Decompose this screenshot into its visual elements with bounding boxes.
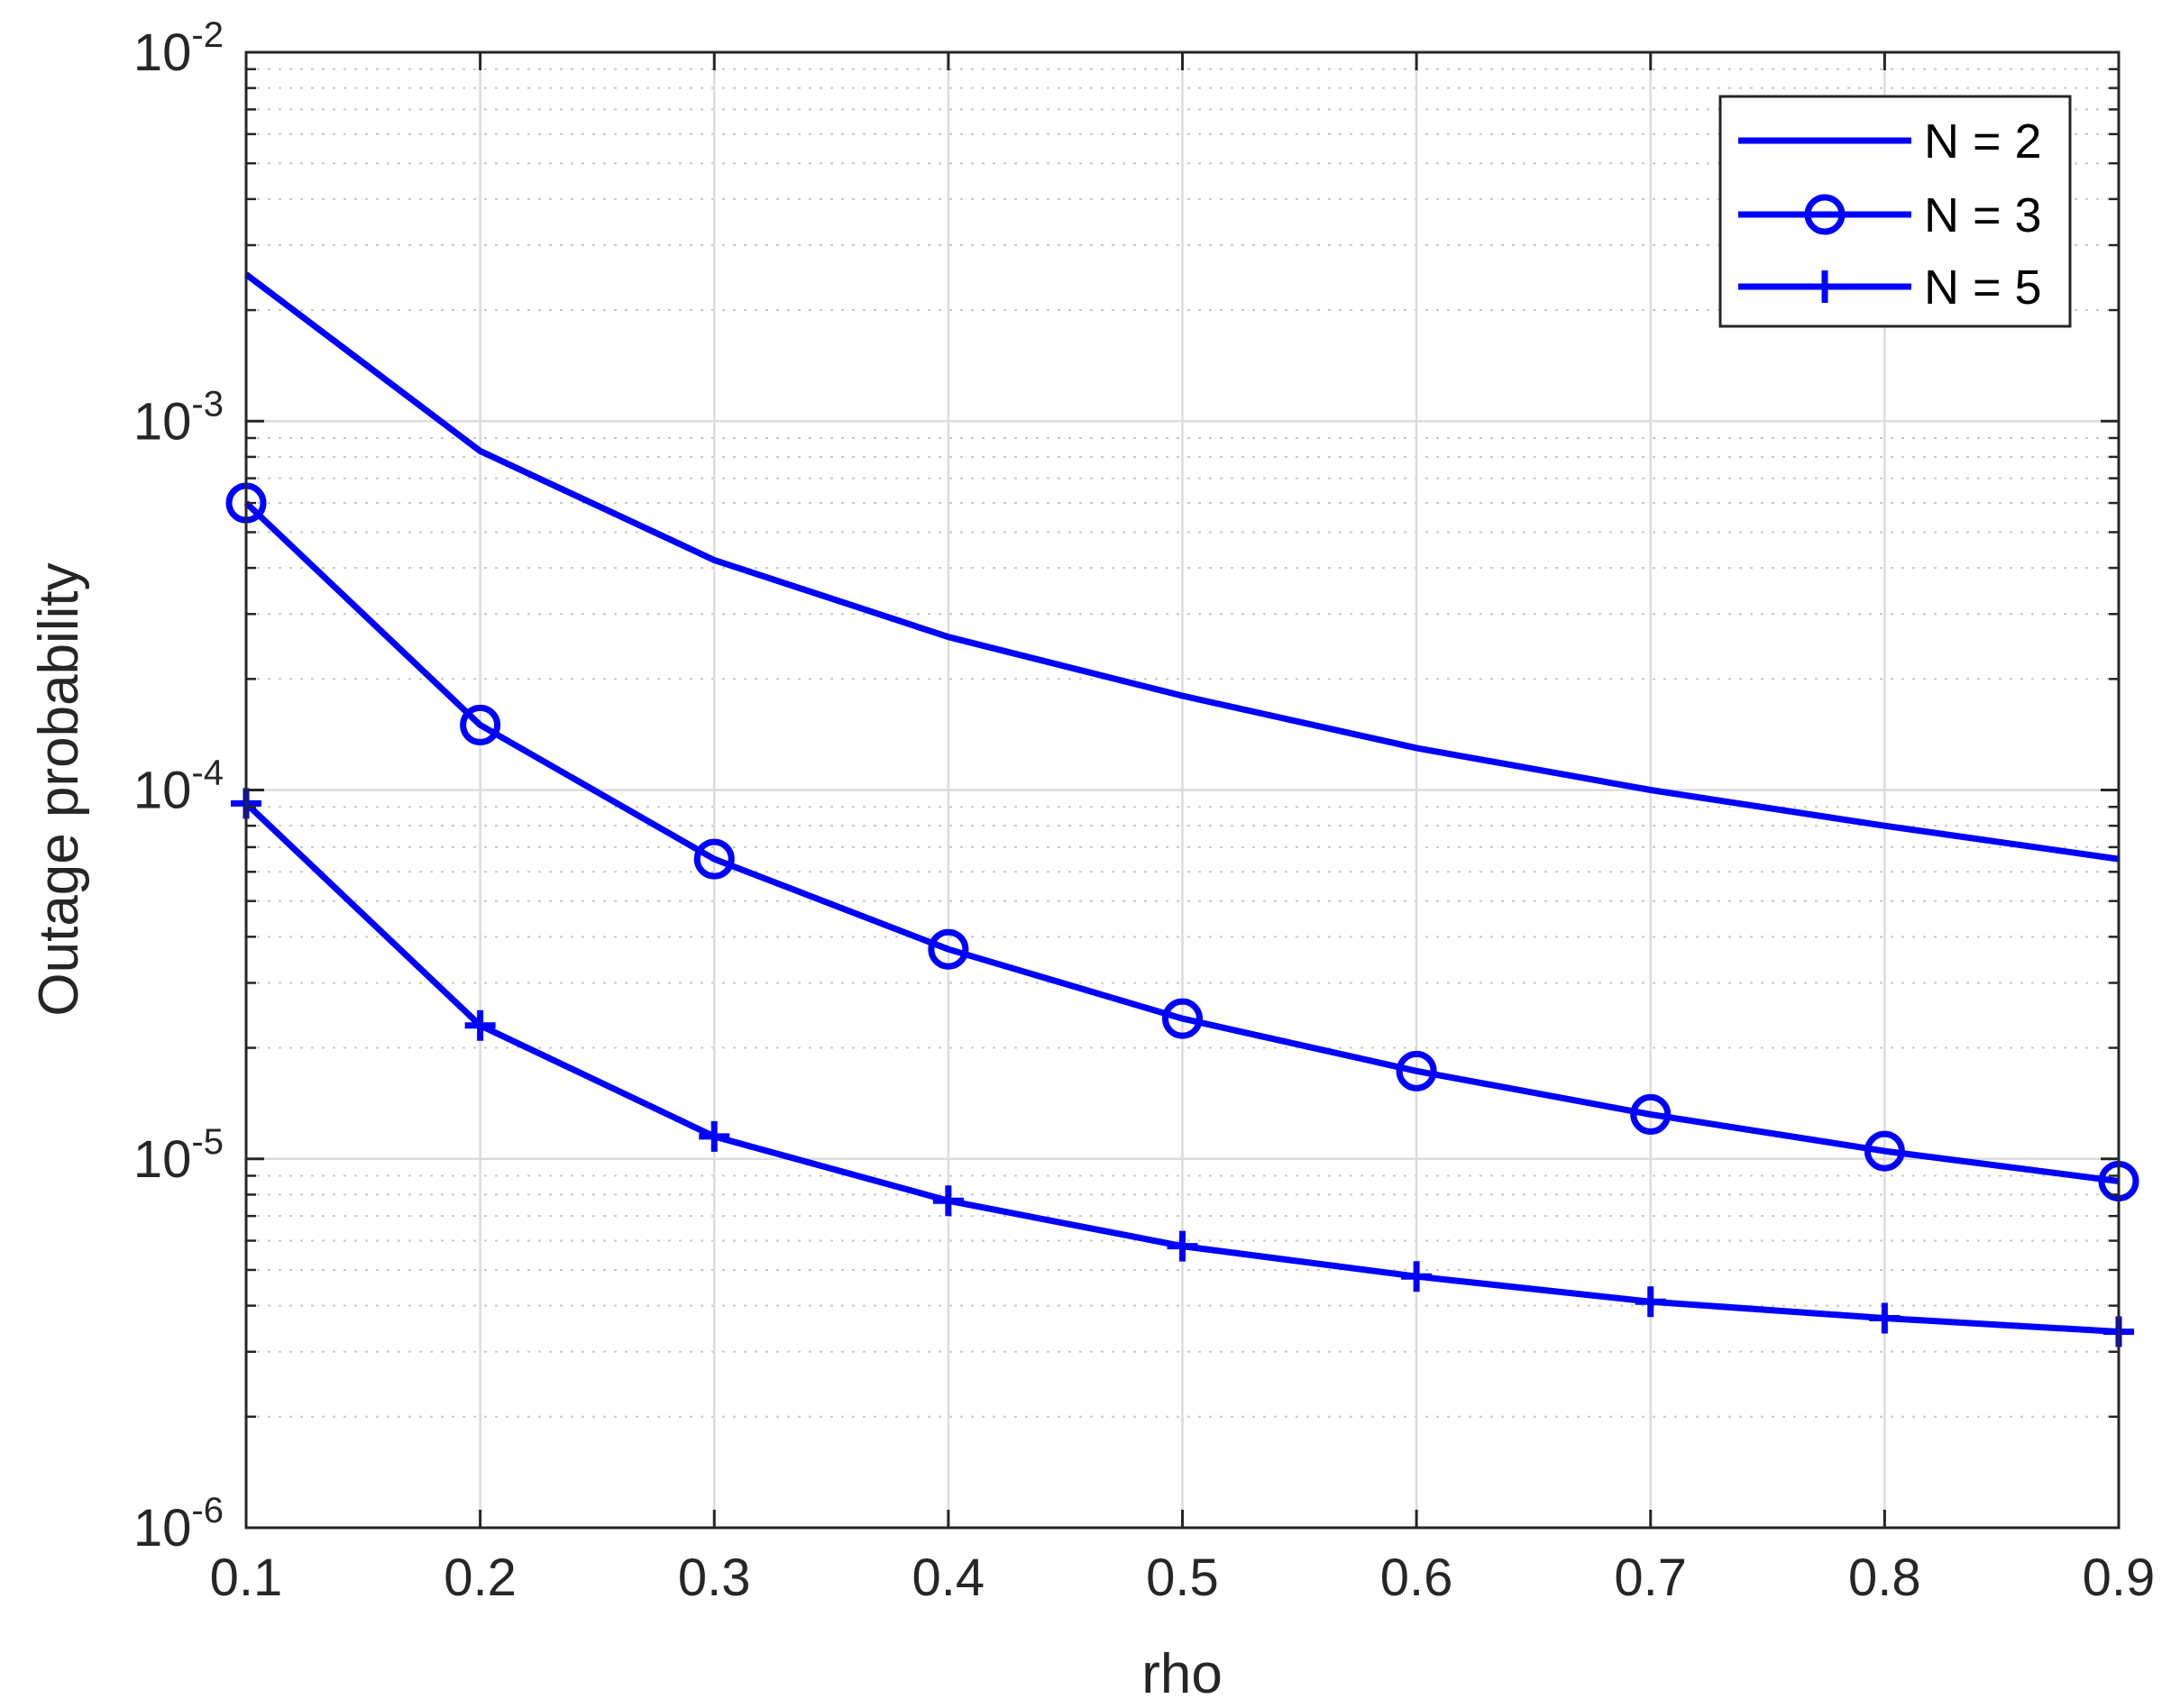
x-tick-label: 0.9 <box>2083 1548 2156 1607</box>
legend-label-n2: N = 2 <box>1924 114 2042 169</box>
x-tick-label: 0.5 <box>1146 1548 1219 1607</box>
x-tick-label: 0.1 <box>210 1548 283 1607</box>
plus-marker <box>1401 1261 1433 1292</box>
series-group <box>225 271 2139 1347</box>
y-tick-exponent: -4 <box>191 754 224 793</box>
y-tick-base: 10 <box>133 23 192 82</box>
plus-marker <box>1167 1230 1198 1262</box>
y-tick-base: 10 <box>133 762 192 820</box>
circle-marker <box>928 928 969 970</box>
circle-marker <box>1396 1050 1437 1091</box>
x-tick-label: 0.3 <box>678 1548 751 1607</box>
axis-ticks <box>244 50 2121 1530</box>
y-tick-base: 10 <box>133 392 192 451</box>
y-tick-base: 10 <box>133 1499 192 1557</box>
circle-marker <box>1630 1093 1672 1135</box>
circle-marker <box>460 704 501 745</box>
plus-marker <box>932 1185 964 1217</box>
circle-marker <box>693 838 735 880</box>
plus-marker <box>1869 1302 1901 1334</box>
plus-marker <box>699 1120 730 1152</box>
y-tick-label: 10-4 <box>133 754 224 820</box>
x-tick-label: 0.6 <box>1380 1548 1453 1607</box>
circle-marker <box>1162 998 1203 1039</box>
x-tick-label: 0.8 <box>1848 1548 1921 1607</box>
series-line-2 <box>243 500 2120 1184</box>
y-tick-exponent: -3 <box>191 384 224 424</box>
circle-marker <box>1864 1130 1905 1172</box>
y-tick-label: 10-5 <box>133 1122 224 1189</box>
x-tick-label: 0.7 <box>1614 1548 1687 1607</box>
series-line-1 <box>243 271 2120 863</box>
legend-label-n3: N = 3 <box>1924 188 2042 242</box>
legend-marker-plus <box>1809 270 1841 303</box>
legend: N = 2 N = 3 N = 5 <box>1718 95 2072 328</box>
legend-marker-circle <box>1804 194 1846 235</box>
plus-marker <box>1635 1286 1666 1318</box>
y-tick-label: 10-6 <box>133 1491 224 1557</box>
y-axis-label: Outage probability <box>28 562 90 1016</box>
y-tick-exponent: -5 <box>191 1122 224 1162</box>
plus-marker <box>464 1009 496 1041</box>
y-tick-exponent: -6 <box>191 1491 224 1530</box>
y-tick-base: 10 <box>133 1130 192 1189</box>
legend-label-n5: N = 5 <box>1924 260 2042 315</box>
y-tick-label: 10-3 <box>133 384 224 451</box>
x-tick-label: 0.4 <box>912 1548 985 1607</box>
x-axis-label: rho <box>1141 1643 1223 1705</box>
y-tick-label: 10-2 <box>133 15 224 82</box>
y-tick-labels: 10-610-510-410-310-2 <box>133 15 224 1557</box>
y-tick-exponent: -2 <box>191 15 224 55</box>
x-tick-labels: 0.1 0.2 0.3 0.4 0.5 0.6 0.7 0.8 0.9 <box>210 1548 2156 1607</box>
x-tick-label: 0.2 <box>444 1548 517 1607</box>
